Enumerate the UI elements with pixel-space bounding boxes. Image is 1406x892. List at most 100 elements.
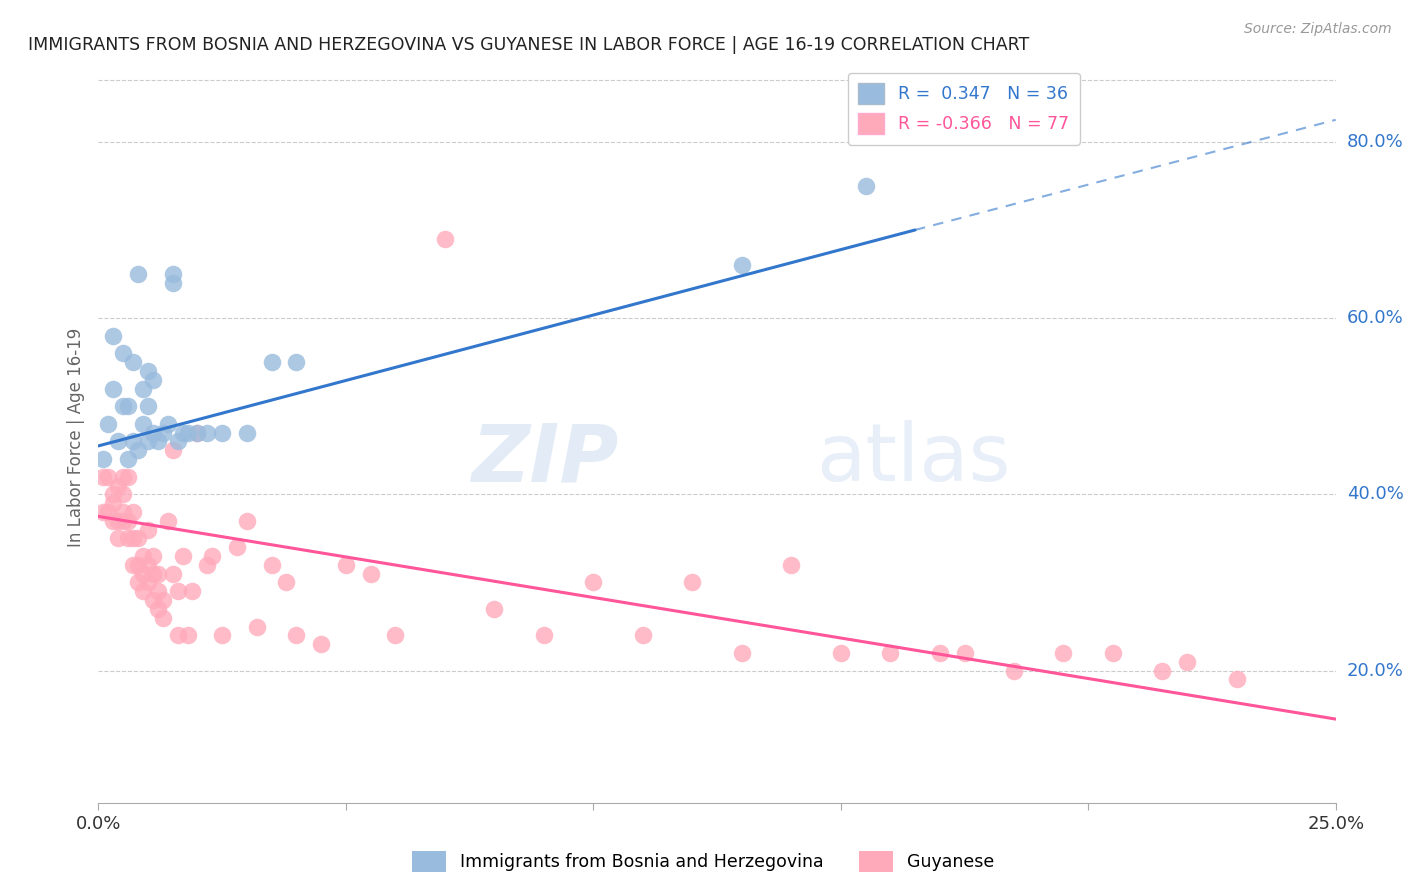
Point xyxy=(127,532,149,546)
Point xyxy=(122,434,145,449)
Point xyxy=(142,425,165,440)
Point xyxy=(146,584,169,599)
Point xyxy=(136,399,159,413)
Point xyxy=(1175,655,1198,669)
Point xyxy=(97,505,120,519)
Point xyxy=(127,443,149,458)
Point xyxy=(195,558,218,572)
Point xyxy=(112,514,135,528)
Point xyxy=(127,558,149,572)
Point xyxy=(195,425,218,440)
Point xyxy=(103,514,125,528)
Point xyxy=(97,417,120,431)
Point xyxy=(107,532,129,546)
Point xyxy=(142,593,165,607)
Point xyxy=(226,540,249,554)
Point xyxy=(112,505,135,519)
Legend: Immigrants from Bosnia and Herzegovina, Guyanese: Immigrants from Bosnia and Herzegovina, … xyxy=(405,844,1001,879)
Point xyxy=(93,505,115,519)
Point xyxy=(533,628,555,642)
Point xyxy=(631,628,654,642)
Point xyxy=(117,514,139,528)
Point xyxy=(142,373,165,387)
Point xyxy=(142,566,165,581)
Point xyxy=(166,584,188,599)
Point xyxy=(309,637,332,651)
Point xyxy=(132,549,155,563)
Point xyxy=(117,469,139,483)
Point xyxy=(136,364,159,378)
Point xyxy=(166,434,188,449)
Point xyxy=(360,566,382,581)
Point xyxy=(162,267,184,281)
Point xyxy=(107,478,129,492)
Point xyxy=(152,611,174,625)
Point xyxy=(146,566,169,581)
Text: IMMIGRANTS FROM BOSNIA AND HERZEGOVINA VS GUYANESE IN LABOR FORCE | AGE 16-19 CO: IMMIGRANTS FROM BOSNIA AND HERZEGOVINA V… xyxy=(28,36,1029,54)
Point xyxy=(172,425,194,440)
Text: ZIP: ZIP xyxy=(471,420,619,498)
Point xyxy=(681,575,703,590)
Point xyxy=(136,575,159,590)
Point xyxy=(146,434,169,449)
Point xyxy=(211,628,233,642)
Point xyxy=(132,382,155,396)
Point xyxy=(855,178,877,193)
Point xyxy=(1102,646,1125,660)
Point xyxy=(93,469,115,483)
Point xyxy=(166,628,188,642)
Point xyxy=(1226,673,1249,687)
Point xyxy=(260,558,283,572)
Point xyxy=(146,602,169,616)
Point xyxy=(582,575,605,590)
Point xyxy=(112,487,135,501)
Point xyxy=(1052,646,1074,660)
Point xyxy=(132,566,155,581)
Point xyxy=(731,646,754,660)
Point xyxy=(186,425,208,440)
Point xyxy=(384,628,406,642)
Point xyxy=(276,575,298,590)
Point xyxy=(780,558,803,572)
Point xyxy=(117,532,139,546)
Point xyxy=(152,425,174,440)
Point xyxy=(186,425,208,440)
Point xyxy=(236,425,259,440)
Point xyxy=(285,628,308,642)
Point xyxy=(1002,664,1025,678)
Point xyxy=(112,399,135,413)
Point xyxy=(433,232,456,246)
Point xyxy=(260,355,283,369)
Point xyxy=(97,469,120,483)
Point xyxy=(246,619,269,633)
Point xyxy=(122,532,145,546)
Point xyxy=(122,505,145,519)
Point xyxy=(731,258,754,272)
Point xyxy=(136,434,159,449)
Point xyxy=(162,566,184,581)
Point xyxy=(201,549,224,563)
Point xyxy=(112,346,135,360)
Point xyxy=(236,514,259,528)
Point xyxy=(107,514,129,528)
Text: 60.0%: 60.0% xyxy=(1347,310,1403,327)
Point xyxy=(136,523,159,537)
Point xyxy=(117,399,139,413)
Point xyxy=(162,443,184,458)
Point xyxy=(122,558,145,572)
Point xyxy=(879,646,901,660)
Point xyxy=(127,575,149,590)
Point xyxy=(152,593,174,607)
Point xyxy=(156,514,179,528)
Point xyxy=(953,646,976,660)
Text: 40.0%: 40.0% xyxy=(1347,485,1403,503)
Point xyxy=(484,602,506,616)
Point xyxy=(285,355,308,369)
Point xyxy=(136,558,159,572)
Text: atlas: atlas xyxy=(815,420,1011,498)
Point xyxy=(132,584,155,599)
Point xyxy=(132,417,155,431)
Point xyxy=(1152,664,1174,678)
Point xyxy=(162,276,184,290)
Point xyxy=(103,382,125,396)
